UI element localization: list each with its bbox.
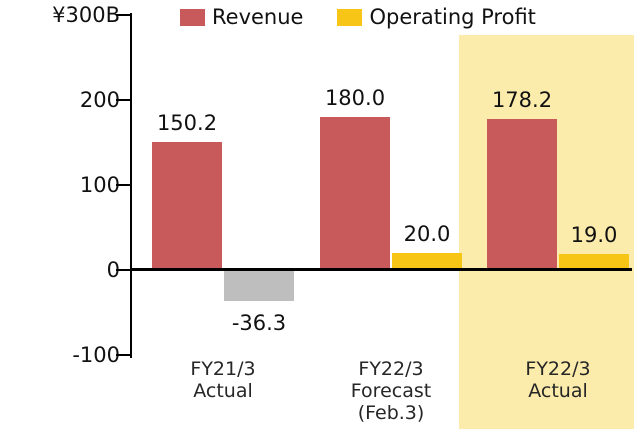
x-label-line: FY22/3 [525, 358, 591, 380]
operating-profit-bar-2 [559, 253, 629, 270]
operating-profit-value-label-0: -36.3 [231, 310, 287, 335]
y-tick-mark-0 [116, 269, 131, 271]
legend-label-revenue: Revenue [212, 5, 304, 29]
y-tick-label-0: 0 [106, 258, 120, 282]
x-category-label-fy22-forecast: FY22/3 Forecast (Feb.3) [306, 358, 476, 424]
operating-profit-value-label-2: 19.0 [570, 222, 618, 247]
y-tick-label-300: ¥300B [52, 3, 120, 27]
revenue-bar-0 [152, 142, 222, 270]
x-label-line: FY21/3 [190, 358, 256, 380]
y-tick-mark-200 [116, 99, 131, 101]
x-category-label-fy22-actual: FY22/3 Actual [473, 358, 634, 402]
y-tick-label-100: 100 [79, 173, 120, 197]
y-axis-line [130, 13, 132, 358]
x-label-line: Actual [528, 380, 588, 402]
y-tick-mark--100 [116, 354, 131, 356]
operating-profit-bar-1 [392, 253, 462, 270]
legend-label-operating-profit: Operating Profit [369, 5, 536, 29]
legend: Revenue Operating Profit [180, 5, 536, 29]
y-tick-mark-100 [116, 184, 131, 186]
legend-swatch-operating-profit [337, 8, 363, 26]
x-label-line: (Feb.3) [357, 402, 425, 424]
revenue-bar-1 [320, 117, 390, 270]
revenue-value-label-2: 178.2 [491, 87, 553, 112]
x-label-line: Forecast [350, 380, 432, 402]
y-tick-label--100: -100 [72, 343, 120, 367]
operating-profit-bar-0 [224, 270, 294, 301]
zero-baseline [131, 268, 632, 271]
revenue-value-label-1: 180.0 [324, 86, 386, 110]
revenue-bar-2 [487, 118, 557, 270]
x-label-line: Actual [193, 380, 253, 402]
revenue-value-label-0: 150.2 [156, 111, 218, 136]
x-label-line: FY22/3 [358, 358, 424, 380]
y-tick-label-200: 200 [79, 88, 120, 112]
x-category-label-fy21-actual: FY21/3 Actual [138, 358, 308, 402]
operating-profit-value-label-1: 20.0 [403, 222, 451, 246]
legend-swatch-revenue [180, 8, 205, 26]
y-tick-mark-300 [116, 14, 131, 16]
